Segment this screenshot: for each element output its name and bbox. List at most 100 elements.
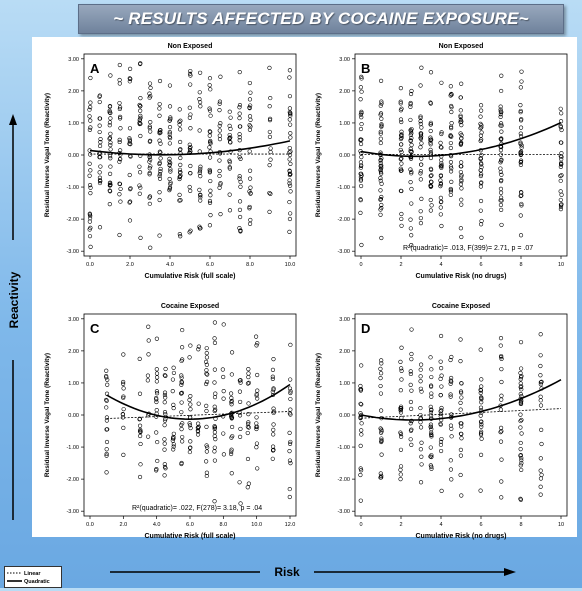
data-point [428, 122, 433, 127]
data-point [288, 396, 293, 402]
data-point [179, 382, 184, 387]
data-point [271, 406, 276, 411]
data-point [359, 363, 364, 368]
data-point [408, 399, 414, 405]
data-point [196, 401, 201, 406]
data-point [268, 149, 273, 155]
data-point [212, 433, 217, 439]
data-point [498, 335, 504, 341]
data-point [237, 389, 243, 394]
data-point [137, 423, 143, 428]
data-point [204, 408, 209, 414]
data-point [217, 185, 222, 190]
data-point [162, 447, 167, 452]
data-point [157, 233, 162, 238]
data-point [247, 189, 252, 194]
data-point [418, 114, 423, 119]
data-point [255, 388, 260, 393]
data-point [177, 107, 182, 112]
data-point [204, 470, 209, 475]
data-point [204, 351, 209, 356]
data-point [518, 152, 523, 158]
data-point [178, 127, 183, 132]
data-point [227, 192, 232, 197]
data-point [358, 210, 363, 215]
data-point [519, 79, 524, 84]
data-point [558, 160, 564, 166]
data-point [238, 399, 243, 405]
data-point [117, 192, 122, 197]
data-point [137, 164, 142, 169]
data-point [439, 80, 444, 85]
data-point [217, 108, 222, 113]
data-point [358, 112, 363, 117]
risk-axis-label: Risk [100, 556, 540, 586]
data-point [146, 338, 151, 343]
data-point [358, 178, 363, 183]
data-point [408, 128, 413, 133]
data-point [518, 496, 523, 501]
data-point [117, 181, 122, 186]
data-point [409, 442, 414, 447]
data-point [559, 111, 564, 116]
data-point [408, 179, 413, 185]
data-point [238, 228, 243, 233]
data-point [205, 445, 210, 450]
data-point [212, 458, 218, 463]
data-point [408, 138, 413, 143]
data-point [247, 105, 252, 110]
data-point [128, 76, 133, 82]
data-point [179, 461, 184, 467]
data-point [287, 441, 293, 446]
data-point [499, 198, 504, 203]
data-point [518, 425, 523, 430]
data-point [118, 148, 123, 153]
data-point [418, 119, 423, 124]
data-point [218, 74, 223, 79]
data-point [439, 145, 444, 150]
data-point [121, 386, 126, 391]
data-point [147, 91, 152, 96]
data-point [459, 234, 464, 240]
data-point [271, 427, 276, 432]
data-point [418, 132, 424, 137]
data-point [499, 123, 504, 128]
x-tick-label: 8 [519, 262, 522, 268]
data-point [154, 336, 159, 341]
data-point [439, 131, 444, 137]
data-point [449, 477, 454, 482]
data-point [148, 129, 153, 134]
data-point [127, 79, 132, 84]
data-point [449, 125, 454, 131]
data-point [179, 422, 184, 428]
data-point [88, 75, 93, 81]
data-point [197, 224, 202, 229]
data-point [518, 125, 524, 130]
data-point [379, 452, 384, 457]
data-point [399, 149, 404, 155]
data-point [218, 181, 223, 186]
y-tick-label: 1.00 [68, 121, 79, 127]
data-point [358, 387, 364, 392]
data-point [429, 167, 434, 172]
data-point [448, 93, 453, 98]
data-point [196, 421, 201, 426]
data-point [378, 176, 383, 181]
data-point [137, 183, 142, 188]
quadratic-fit-line [106, 383, 291, 421]
data-point [398, 99, 403, 104]
data-point [288, 111, 293, 116]
data-point [221, 431, 226, 436]
y-tick-label: 3.00 [339, 317, 350, 323]
data-point [154, 468, 159, 473]
data-point [162, 441, 167, 446]
data-point [419, 65, 424, 70]
data-point [379, 358, 384, 363]
data-point [538, 403, 544, 408]
data-point [379, 116, 384, 121]
data-point [268, 116, 273, 121]
data-point [197, 97, 202, 102]
data-point [439, 161, 444, 166]
data-point [379, 122, 384, 127]
data-point [459, 431, 464, 437]
